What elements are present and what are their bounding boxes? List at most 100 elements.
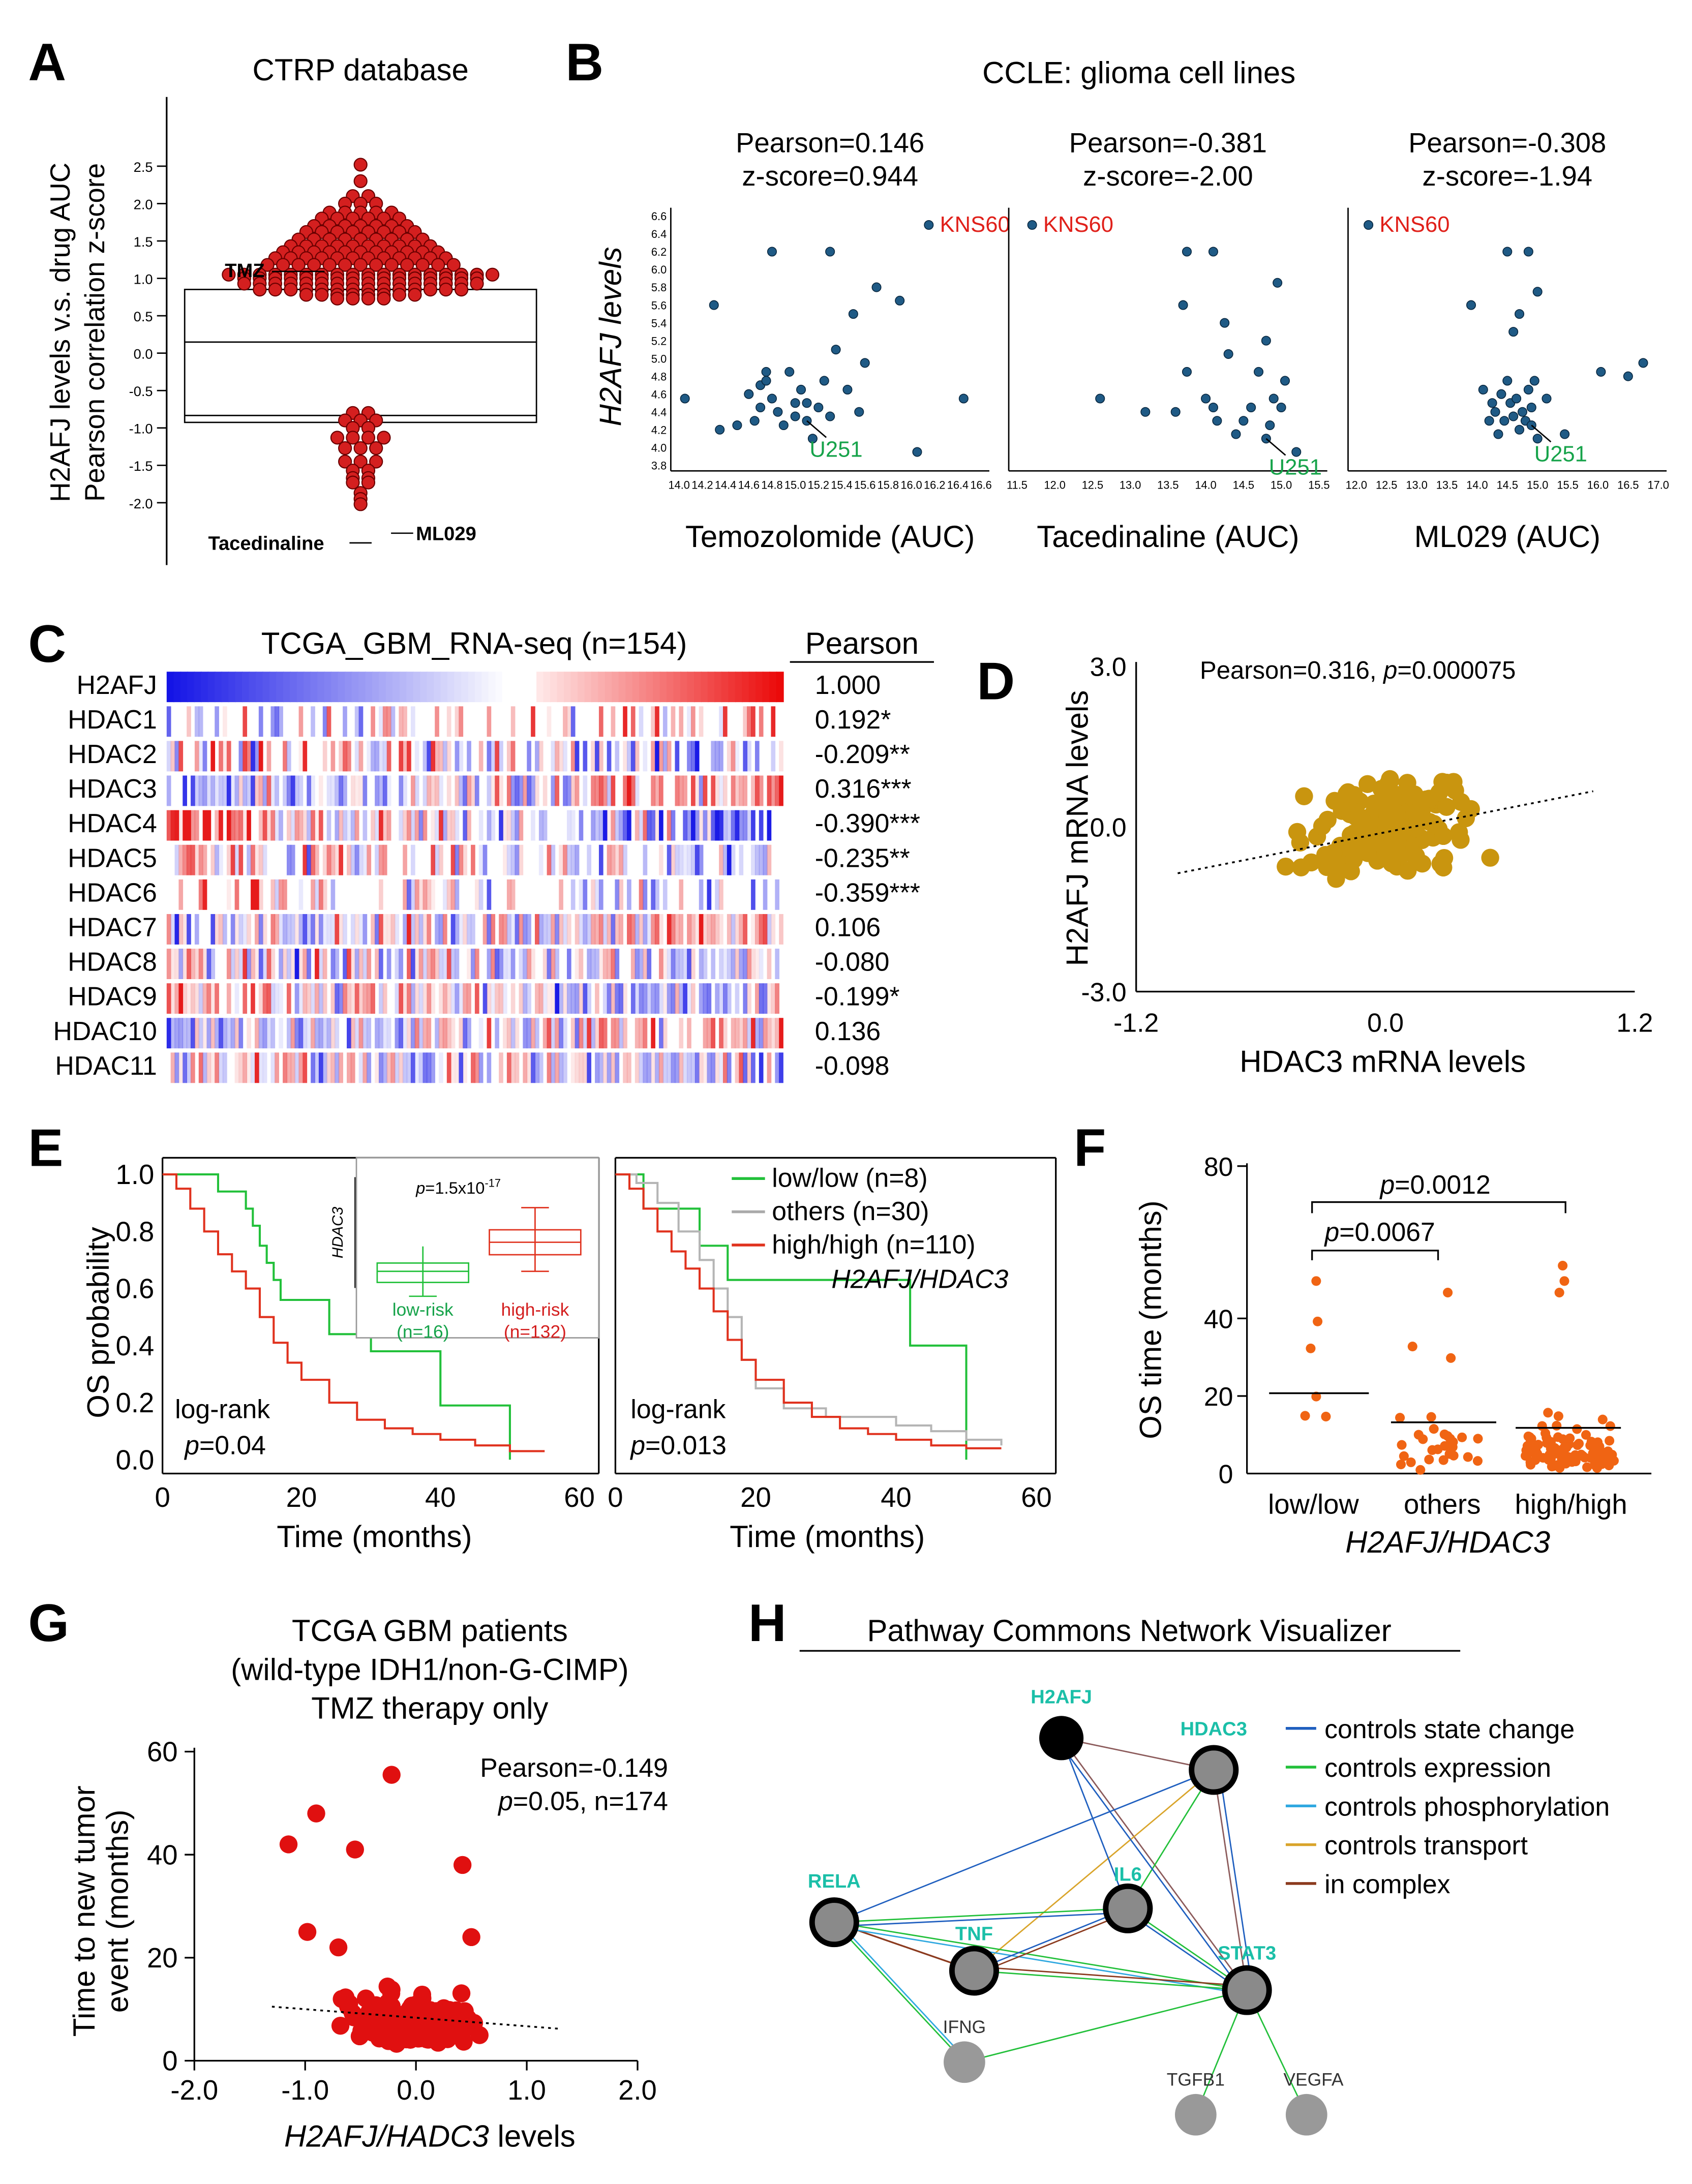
heatmap-cell <box>575 1018 580 1049</box>
heatmap-cell <box>174 741 179 772</box>
panel-g-point <box>329 1938 348 1957</box>
panel-b-pearson: Pearson=-0.308 <box>1408 128 1606 159</box>
heatmap-cell <box>174 810 179 841</box>
heatmap-cell <box>535 741 539 772</box>
heatmap-cell <box>399 672 407 703</box>
panel-f-p-low-value: =0.0067 <box>1339 1217 1435 1247</box>
heatmap-cell <box>707 810 712 841</box>
heatmap-cell <box>667 810 672 841</box>
heatmap-cell <box>247 741 251 772</box>
heatmap-cell <box>612 672 620 703</box>
heatmap-cell <box>238 741 244 772</box>
heatmap-cell <box>283 672 291 703</box>
heatmap-cell <box>703 983 708 1014</box>
panel-b-point <box>871 282 882 292</box>
heatmap-cell <box>474 672 483 703</box>
heatmap-cell <box>283 1052 287 1083</box>
node-ifng <box>944 2041 985 2083</box>
panel-c-gene-label: HDAC4 <box>68 808 157 838</box>
km-ytick: 1.0 <box>116 1159 155 1190</box>
heatmap-cell <box>751 810 756 841</box>
heatmap-cell <box>515 775 520 806</box>
panel-f-p-top-italic: p <box>1379 1170 1395 1199</box>
heatmap-cell <box>728 672 736 703</box>
heatmap-cell <box>659 741 663 772</box>
panel-b-ytick: 5.8 <box>651 281 667 294</box>
heatmap-cell <box>487 983 492 1014</box>
heatmap-cell <box>703 810 708 841</box>
heatmap-cell <box>354 706 359 737</box>
heatmap-cell <box>488 672 496 703</box>
heatmap-cell <box>418 949 424 979</box>
panel-f-dot-highhigh <box>1597 1414 1608 1424</box>
heatmap-cell <box>298 741 304 772</box>
panel-a-dot <box>431 258 445 272</box>
heatmap-cell <box>679 1018 684 1049</box>
panel-a-ytick: 2.5 <box>134 159 153 175</box>
heatmap-cell <box>679 775 684 806</box>
panel-b-ytick: 4.6 <box>651 388 667 401</box>
panel-d-xtick: 0.0 <box>1367 1008 1404 1037</box>
heatmap-cell <box>570 810 576 841</box>
heatmap-cell <box>286 1018 291 1049</box>
heatmap-cell <box>226 844 231 875</box>
heatmap-cell <box>350 775 355 806</box>
heatmap-cell <box>683 810 687 841</box>
heatmap-cell <box>680 672 688 703</box>
heatmap-cell <box>529 672 537 703</box>
panel-f-dot-others <box>1418 1434 1428 1444</box>
panel-d-ytick: -3.0 <box>1081 978 1126 1007</box>
heatmap-cell <box>270 879 276 910</box>
panel-a-dot <box>299 288 314 302</box>
panel-a-ytick: -1.5 <box>129 458 153 474</box>
panel-f-dot-highhigh <box>1553 1432 1563 1442</box>
panel-a-dot <box>253 283 267 297</box>
heatmap-cell <box>294 949 299 979</box>
heatmap-cell <box>435 1018 439 1049</box>
heatmap-cell <box>563 1018 567 1049</box>
heatmap-cell <box>727 1052 732 1083</box>
heatmap-cell <box>559 1018 563 1049</box>
heatmap-cell <box>251 844 255 875</box>
heatmap-cell <box>375 741 379 772</box>
heatmap-cell <box>673 672 681 703</box>
heatmap-cell <box>234 949 239 979</box>
heatmap-cell <box>382 844 387 875</box>
panel-a-dot <box>439 283 453 297</box>
panel-letter-e: E <box>28 1118 63 1177</box>
panel-b-point <box>790 411 800 421</box>
heatmap-cell <box>779 775 783 806</box>
heatmap-cell <box>294 1018 299 1049</box>
heatmap-cell <box>202 1018 207 1049</box>
heatmap-cell <box>198 1052 203 1083</box>
heatmap-cell <box>759 914 764 945</box>
panel-c-pearson-value: -0.390*** <box>815 808 920 838</box>
node-label-tgfb1: TGFB1 <box>1167 2070 1225 2090</box>
heatmap-cell <box>226 879 231 910</box>
heatmap-cell <box>731 844 736 875</box>
panel-b-point <box>1542 393 1552 404</box>
heatmap-cell <box>206 1018 212 1049</box>
heatmap-cell <box>694 914 700 945</box>
heatmap-cell <box>563 983 567 1014</box>
heatmap-cell <box>478 1018 484 1049</box>
panel-f-dot-highhigh <box>1605 1436 1615 1446</box>
heatmap-cell <box>382 1052 387 1083</box>
heatmap-cell <box>178 1052 184 1083</box>
heatmap-cell <box>422 983 428 1014</box>
heatmap-cell <box>499 741 503 772</box>
heatmap-cell <box>643 949 648 979</box>
heatmap-cell <box>474 879 479 910</box>
heatmap-cell <box>667 983 672 1014</box>
panel-f-dot-lowlow <box>1321 1411 1331 1421</box>
heatmap-cell <box>563 914 567 945</box>
heatmap-cell <box>735 775 740 806</box>
heatmap-cell <box>326 1052 331 1083</box>
panel-a-ytick: 0.0 <box>134 346 153 362</box>
heatmap-cell <box>471 1052 475 1083</box>
panel-b-xtick: 16.5 <box>1617 479 1639 492</box>
heatmap-cell <box>627 914 631 945</box>
panel-g-dots <box>279 1766 489 2053</box>
heatmap-cell <box>407 1052 411 1083</box>
